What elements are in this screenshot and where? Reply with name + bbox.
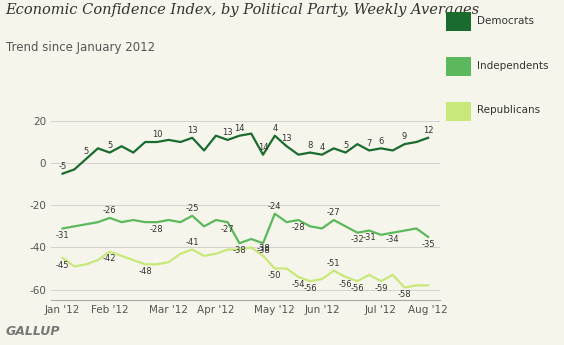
Text: Democrats: Democrats: [477, 16, 534, 26]
Text: -56: -56: [339, 280, 352, 289]
Text: -56: -56: [351, 284, 364, 293]
Text: -5: -5: [59, 162, 67, 171]
Text: -41: -41: [186, 238, 199, 247]
Text: -32: -32: [351, 235, 364, 245]
Text: -45: -45: [56, 261, 69, 270]
Text: 13: 13: [281, 135, 292, 144]
Text: GALLUP: GALLUP: [6, 325, 60, 338]
Text: -59: -59: [374, 284, 387, 293]
Text: 12: 12: [423, 126, 433, 135]
Text: -25: -25: [186, 204, 199, 213]
Text: -27: -27: [327, 208, 341, 217]
Text: 14: 14: [234, 124, 245, 133]
Text: -28: -28: [150, 225, 164, 234]
Text: -34: -34: [386, 235, 399, 245]
Text: -28: -28: [292, 223, 305, 232]
Text: Economic Confidence Index, by Political Party, Weekly Averages: Economic Confidence Index, by Political …: [6, 3, 480, 18]
Text: 4: 4: [272, 124, 277, 133]
Text: -38: -38: [256, 246, 270, 255]
Text: 5: 5: [83, 147, 89, 156]
Text: -56: -56: [303, 284, 317, 293]
Text: 4: 4: [319, 143, 325, 152]
Text: -26: -26: [103, 206, 117, 215]
Text: 13: 13: [187, 126, 197, 135]
Text: 8: 8: [307, 141, 313, 150]
Text: -31: -31: [56, 231, 69, 240]
Text: -38: -38: [232, 246, 246, 255]
Text: -50: -50: [268, 271, 281, 280]
Text: -27: -27: [221, 225, 235, 234]
Text: 14: 14: [258, 143, 268, 152]
Text: -42: -42: [103, 254, 117, 264]
Text: -31: -31: [362, 233, 376, 242]
Text: Independents: Independents: [477, 61, 548, 70]
Text: 10: 10: [152, 130, 162, 139]
Text: -24: -24: [268, 202, 281, 211]
Text: -51: -51: [327, 259, 341, 268]
Text: Republicans: Republicans: [477, 106, 540, 115]
Text: -38: -38: [256, 244, 270, 253]
Text: -58: -58: [398, 290, 411, 299]
Text: -54: -54: [292, 280, 305, 289]
Text: 5: 5: [107, 141, 112, 150]
Text: 9: 9: [402, 132, 407, 141]
Text: 13: 13: [222, 128, 233, 137]
Text: 7: 7: [367, 139, 372, 148]
Text: Trend since January 2012: Trend since January 2012: [6, 41, 155, 55]
Text: 5: 5: [343, 141, 348, 150]
Text: -48: -48: [138, 267, 152, 276]
Text: -35: -35: [421, 240, 435, 249]
Text: 6: 6: [378, 137, 384, 146]
